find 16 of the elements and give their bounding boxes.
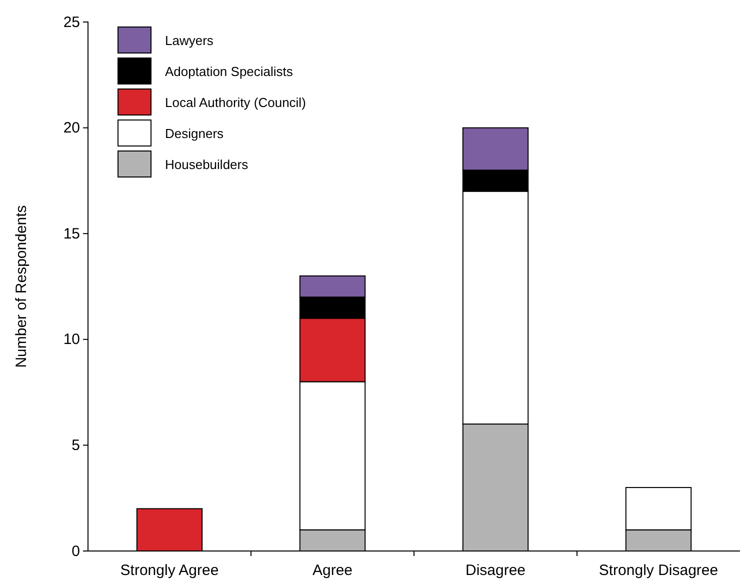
y-axis-title: Number of Respondents	[13, 205, 30, 368]
x-tick-label: Agree	[312, 562, 353, 579]
x-tick-label: Disagree	[465, 562, 526, 579]
y-tick-label: 5	[72, 437, 80, 454]
legend-label: Designers	[165, 126, 224, 141]
legend-label: Adoptation Specialists	[165, 64, 294, 79]
y-tick-label: 25	[63, 14, 80, 31]
legend-label: Lawyers	[165, 33, 214, 48]
y-tick-label: 10	[63, 331, 80, 348]
y-tick-label: 20	[63, 120, 80, 137]
y-tick-label: 0	[72, 542, 80, 560]
x-tick-label: Strongly Agree	[120, 562, 219, 579]
y-tick-label: 15	[63, 225, 80, 242]
legend-label: Local Authority (Council)	[165, 95, 306, 110]
x-tick-label: Strongly Disagree	[598, 562, 718, 579]
legend-label: Housebuilders	[165, 157, 249, 172]
